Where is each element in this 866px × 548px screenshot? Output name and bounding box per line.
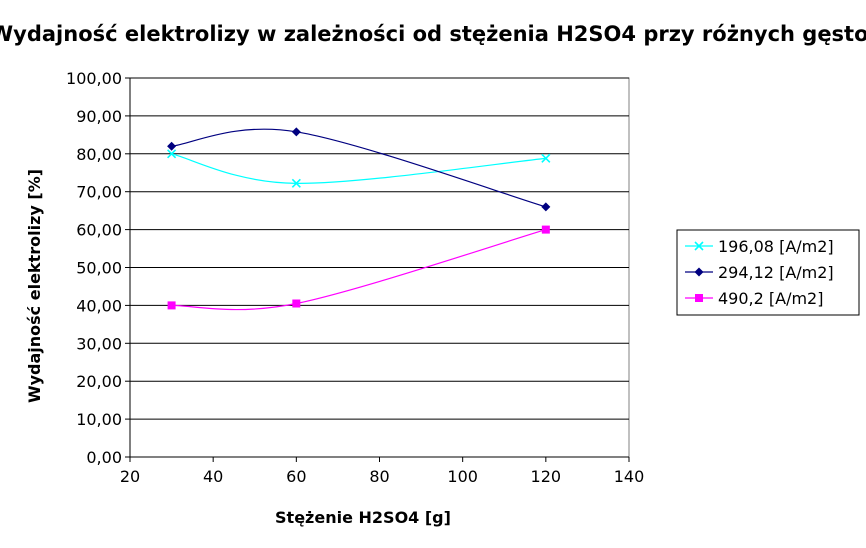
y-tick-label: 100,00 [66,69,122,88]
data-point [541,202,551,212]
series-1 [167,149,551,188]
y-tick-label: 40,00 [76,296,122,315]
y-tick-label: 10,00 [76,410,122,429]
data-point [541,225,550,234]
y-tick-label: 20,00 [76,372,122,391]
x-tick-label: 60 [286,467,306,486]
legend-item: 196,08 [A/m2] [685,237,834,256]
y-tick-label: 60,00 [76,221,122,240]
legend-marker [695,294,703,302]
x-tick-label: 40 [203,467,223,486]
y-tick-label: 90,00 [76,107,122,126]
data-point [167,149,177,159]
chart-title: Wydajność elektrolizy w zależności od st… [0,22,866,46]
marker-stroke [694,241,704,251]
grid-lines [130,77,629,458]
y-tick-label: 0,00 [86,448,122,467]
legend-marker [694,267,704,277]
marker-stroke [291,178,301,188]
data-point [291,127,301,137]
series-2 [167,127,551,212]
marker-stroke [541,153,551,163]
data-point [167,141,177,151]
x-tick-label: 100 [447,467,478,486]
tick-labels: 0,00 10,00 20,00 30,00 40,00 50,00 60,00 70,00 8… [66,69,644,486]
y-tick-label: 30,00 [76,334,122,353]
series-line [171,229,547,311]
legend-label: 490,2 [A/m2] [718,289,823,308]
y-tick-label: 70,00 [76,183,122,202]
x-tick-label: 20 [120,467,140,486]
legend-item: 490,2 [A/m2] [685,289,823,308]
data-point [291,178,301,188]
x-axis-label: Stężenie H2SO4 [g] [275,508,451,527]
axes [125,77,630,462]
legend-label: 294,12 [A/m2] [718,263,834,282]
series-group [167,127,551,311]
series-3 [167,225,550,311]
series-line [171,128,547,208]
x-tick-label: 120 [531,467,562,486]
y-axis-label: Wydajność elektrolizy [%] [25,169,44,403]
data-point [541,153,551,163]
y-tick-label: 50,00 [76,259,122,278]
x-tick-label: 80 [369,467,389,486]
series-line [171,153,546,184]
legend: 196,08 [A/m2] 294,12 [A/m2] 490,2 [A/m2] [676,229,860,316]
legend-item: 294,12 [A/m2] [685,263,834,282]
y-tick-label: 80,00 [76,145,122,164]
legend-label: 196,08 [A/m2] [718,237,834,256]
legend-marker [694,241,704,251]
x-tick-label: 140 [614,467,645,486]
data-point [167,301,176,310]
marker-stroke [167,149,177,159]
data-point [292,299,301,308]
